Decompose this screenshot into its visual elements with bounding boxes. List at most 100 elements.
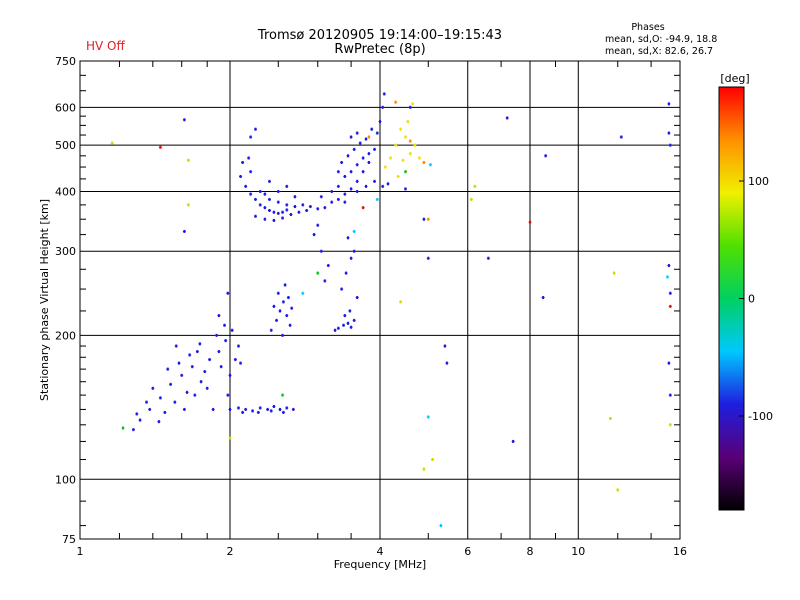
y-tick-label: 75 <box>62 533 76 546</box>
data-point <box>272 304 276 308</box>
data-point <box>528 220 532 224</box>
data-point <box>330 189 334 193</box>
data-point <box>401 158 405 162</box>
data-point <box>285 314 289 318</box>
data-point <box>193 393 197 397</box>
data-point <box>422 160 426 164</box>
data-point <box>169 382 173 386</box>
data-point <box>239 174 243 178</box>
data-point <box>253 197 257 201</box>
data-point <box>343 174 347 178</box>
data-point <box>667 264 671 268</box>
data-point <box>148 407 152 411</box>
data-point <box>269 328 273 332</box>
data-point <box>505 116 509 120</box>
data-point <box>263 217 267 221</box>
y-axis-ticks: 75 100 200 300 400 500 600 750 <box>55 55 76 546</box>
x-tick-label: 2 <box>227 545 234 558</box>
data-point <box>267 209 271 213</box>
data-point <box>215 333 219 337</box>
data-point <box>352 147 356 151</box>
data-point <box>431 457 435 461</box>
data-point <box>417 156 421 160</box>
data-point <box>349 187 353 191</box>
x-tick-label: 10 <box>571 545 585 558</box>
data-point <box>403 187 407 191</box>
data-point <box>316 207 320 211</box>
data-point <box>355 189 359 193</box>
data-point <box>138 418 142 422</box>
data-point <box>336 170 340 174</box>
data-point <box>381 105 385 109</box>
data-point <box>205 386 209 390</box>
data-point <box>239 361 243 365</box>
data-point <box>263 192 267 196</box>
data-point <box>361 156 365 160</box>
data-point <box>247 156 251 160</box>
data-point <box>285 203 289 207</box>
data-point <box>166 367 170 371</box>
data-point <box>348 309 352 313</box>
data-point <box>361 170 365 174</box>
data-point <box>308 205 312 209</box>
data-point <box>241 410 245 414</box>
data-point <box>305 209 309 213</box>
data-point <box>340 160 344 164</box>
data-point <box>276 200 280 204</box>
data-point <box>367 135 371 139</box>
x-tick-label: 4 <box>377 545 384 558</box>
data-point <box>439 524 443 528</box>
data-point <box>258 189 262 193</box>
data-point <box>173 400 177 404</box>
data-point <box>276 291 280 295</box>
data-point <box>358 141 362 145</box>
x-tick-label: 1 <box>77 545 84 558</box>
data-point <box>336 197 340 201</box>
data-point <box>249 170 253 174</box>
data-points <box>110 92 672 528</box>
data-point <box>375 131 379 135</box>
data-point <box>316 271 320 275</box>
data-point <box>486 256 490 260</box>
data-point <box>355 179 359 183</box>
data-point <box>340 287 344 291</box>
data-point <box>422 217 426 221</box>
data-point <box>667 131 671 135</box>
data-point <box>258 406 262 410</box>
colorbar-tick-label: 100 <box>748 175 769 188</box>
data-point <box>278 309 282 313</box>
data-point <box>616 488 620 492</box>
data-point <box>445 361 449 365</box>
data-point <box>272 210 276 214</box>
data-point <box>174 344 178 348</box>
data-point <box>343 200 347 204</box>
data-point <box>346 321 350 325</box>
data-point <box>199 380 203 384</box>
data-point <box>177 361 181 365</box>
phase-summary-x: mean, sd,X: 82.6, 26.7 <box>605 46 713 57</box>
data-point <box>364 137 368 141</box>
data-point <box>219 365 223 369</box>
data-point <box>396 174 400 178</box>
data-point <box>375 197 379 201</box>
data-point <box>349 256 353 260</box>
data-point <box>283 283 287 287</box>
data-point <box>230 328 234 332</box>
data-point <box>293 195 297 199</box>
data-point <box>323 206 327 210</box>
data-point <box>226 291 230 295</box>
data-point <box>301 203 305 207</box>
x-tick-label: 8 <box>527 545 534 558</box>
data-point <box>667 102 671 106</box>
y-tick-label: 500 <box>55 139 76 152</box>
data-point <box>182 229 186 233</box>
data-point <box>157 420 161 424</box>
data-point <box>316 223 320 227</box>
data-point <box>406 120 410 124</box>
x-axis-label: Frequency [MHz] <box>334 558 426 571</box>
data-point <box>612 271 616 275</box>
colorbar-ticks: 100 0 -100 <box>739 175 773 423</box>
y-axis-label: Stationary phase Virtual Height [km] <box>38 199 51 401</box>
data-point <box>668 304 672 308</box>
